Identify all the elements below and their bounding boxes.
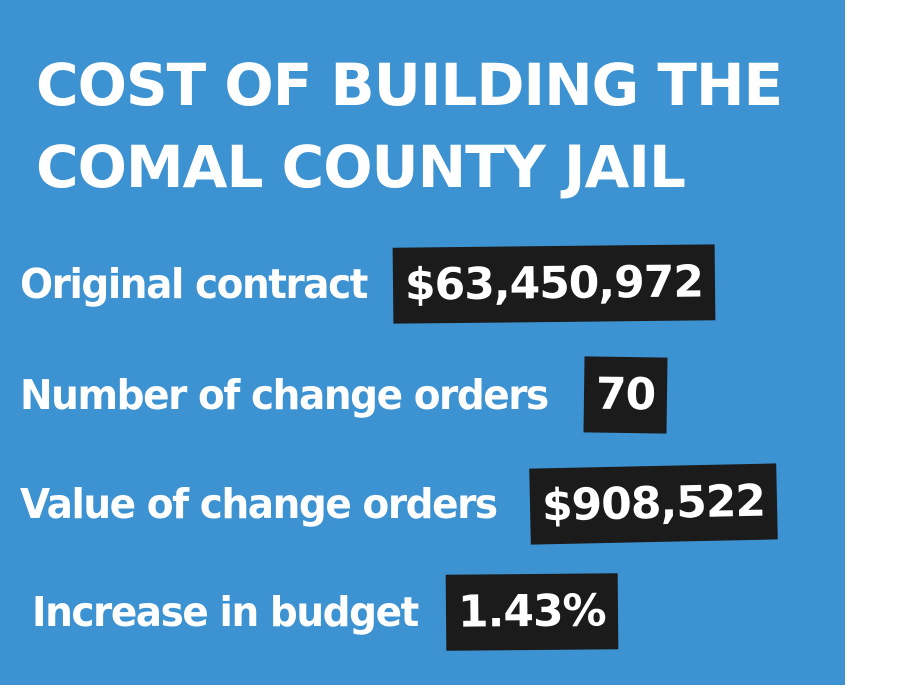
title-line-2: COMAL COUNTY JAIL: [36, 133, 686, 201]
stat-label: Number of change orders: [20, 371, 549, 419]
infographic-title: COST OF BUILDING THE COMAL COUNTY JAIL: [36, 44, 783, 208]
infographic-panel: COST OF BUILDING THE COMAL COUNTY JAIL O…: [0, 0, 845, 685]
stat-row-original-contract: Original contract $63,450,972: [20, 244, 716, 324]
stat-value: 70: [583, 356, 668, 434]
title-line-1: COST OF BUILDING THE: [36, 51, 783, 119]
stat-value: 1.43%: [445, 573, 619, 651]
stat-label: Increase in budget: [32, 588, 419, 636]
stat-row-increase-in-budget: Increase in budget 1.43%: [32, 573, 619, 651]
stat-value: $908,522: [528, 463, 778, 545]
stat-row-value-of-change-orders: Value of change orders $908,522: [20, 463, 778, 545]
stat-value: $63,450,972: [392, 244, 716, 324]
stat-row-number-of-change-orders: Number of change orders 70: [20, 356, 668, 434]
stat-label: Value of change orders: [20, 480, 498, 528]
stat-label: Original contract: [20, 260, 368, 308]
